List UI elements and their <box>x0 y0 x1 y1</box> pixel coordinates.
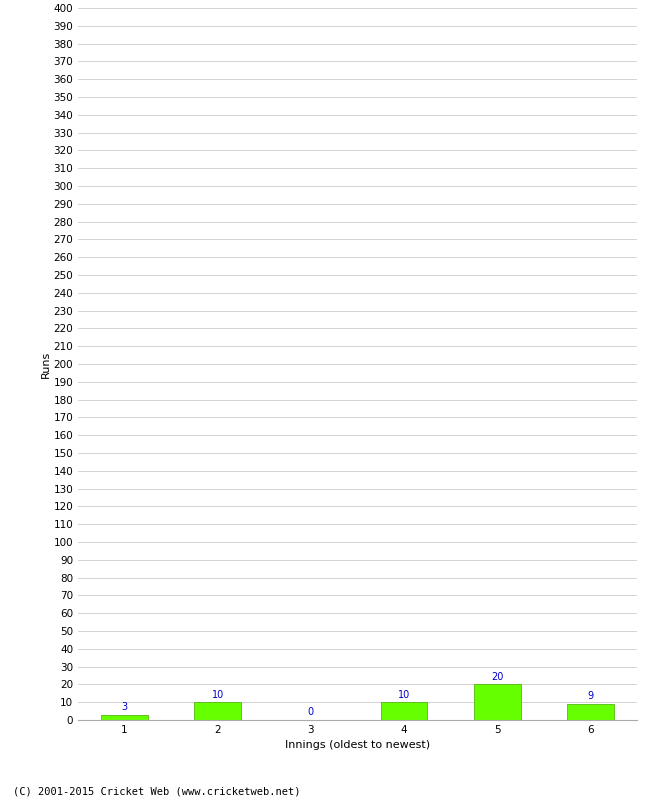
Y-axis label: Runs: Runs <box>40 350 51 378</box>
Bar <box>474 685 521 720</box>
Bar <box>101 714 148 720</box>
Bar <box>381 702 427 720</box>
X-axis label: Innings (oldest to newest): Innings (oldest to newest) <box>285 741 430 750</box>
Text: 3: 3 <box>122 702 127 712</box>
Text: 0: 0 <box>308 707 314 718</box>
Text: 9: 9 <box>588 691 593 702</box>
Text: 20: 20 <box>491 672 504 682</box>
Text: (C) 2001-2015 Cricket Web (www.cricketweb.net): (C) 2001-2015 Cricket Web (www.cricketwe… <box>13 786 300 796</box>
Text: 10: 10 <box>212 690 224 699</box>
Bar <box>567 704 614 720</box>
Bar <box>194 702 241 720</box>
Text: 10: 10 <box>398 690 410 699</box>
